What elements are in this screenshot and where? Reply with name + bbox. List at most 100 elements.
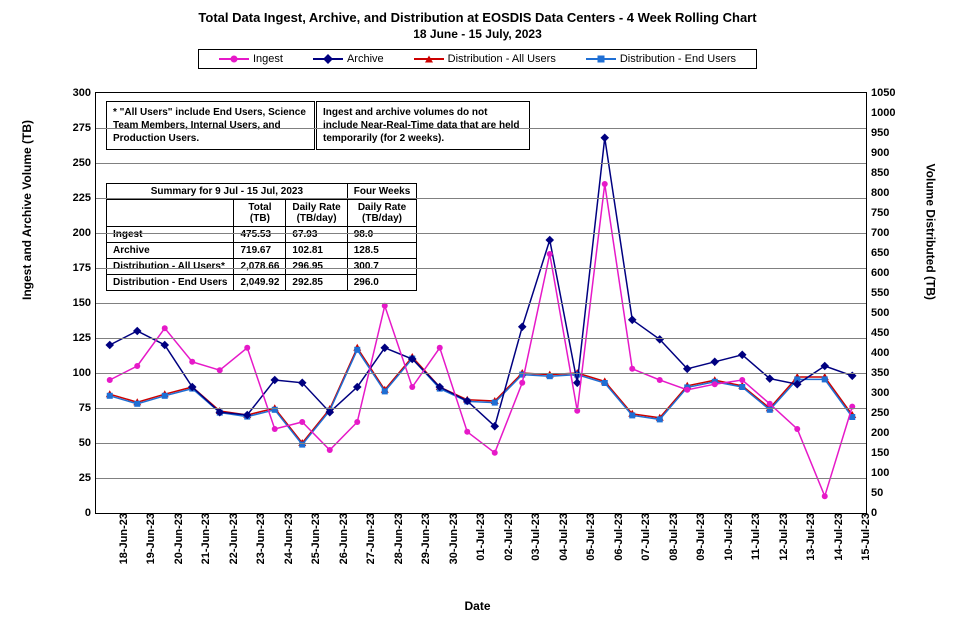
y-right-tick: 700 <box>866 227 889 239</box>
y-left-tick: 250 <box>73 157 96 169</box>
summary-row-total: 2,049.92 <box>234 275 286 291</box>
legend-ingest: Ingest <box>219 53 283 65</box>
chart-container: Total Data Ingest, Archive, and Distribu… <box>10 10 945 621</box>
x-tick: 10-Jul-23 <box>721 513 735 561</box>
legend-archive-label: Archive <box>347 53 384 65</box>
y-left-tick: 100 <box>73 367 96 379</box>
summary-col-4wk-daily: Daily Rate(TB/day) <box>347 200 417 227</box>
x-tick: 08-Jul-23 <box>666 513 680 561</box>
y-right-tick: 1000 <box>866 107 895 119</box>
summary-row-daily: 296.95 <box>286 259 347 275</box>
note-all-users: * "All Users" include End Users, Science… <box>106 101 315 150</box>
x-tick: 03-Jul-23 <box>528 513 542 561</box>
x-tick: 14-Jul-23 <box>831 513 845 561</box>
y-left-tick: 75 <box>79 402 96 414</box>
x-tick: 07-Jul-23 <box>638 513 652 561</box>
y-left-tick: 275 <box>73 122 96 134</box>
legend-dist-end-label: Distribution - End Users <box>620 53 736 65</box>
x-tick: 29-Jun-23 <box>418 513 432 564</box>
x-tick: 23-Jun-23 <box>253 513 267 564</box>
plot-area: * "All Users" include End Users, Science… <box>95 92 867 514</box>
y-right-tick: 400 <box>866 347 889 359</box>
legend-archive: Archive <box>313 53 384 65</box>
y-right-tick: 350 <box>866 367 889 379</box>
summary-row-label: Distribution - All Users* <box>107 259 234 275</box>
y-right-tick: 750 <box>866 207 889 219</box>
y-axis-right-label: Volume Distributed (TB) <box>923 164 937 300</box>
x-axis-label: Date <box>464 599 490 613</box>
y-left-tick: 125 <box>73 332 96 344</box>
legend-dist-all: Distribution - All Users <box>414 53 556 65</box>
y-left-tick: 175 <box>73 262 96 274</box>
y-right-tick: 800 <box>866 187 889 199</box>
y-left-tick: 300 <box>73 87 96 99</box>
x-tick: 21-Jun-23 <box>198 513 212 564</box>
y-right-tick: 500 <box>866 307 889 319</box>
summary-row-label: Ingest <box>107 227 234 243</box>
y-right-tick: 150 <box>866 447 889 459</box>
y-right-tick: 200 <box>866 427 889 439</box>
y-left-tick: 225 <box>73 192 96 204</box>
y-left-tick: 0 <box>85 507 96 519</box>
chart-title: Total Data Ingest, Archive, and Distribu… <box>10 10 945 25</box>
x-tick: 19-Jun-23 <box>143 513 157 564</box>
x-tick: 30-Jun-23 <box>446 513 460 564</box>
x-tick: 27-Jun-23 <box>363 513 377 564</box>
note-nrt: Ingest and archive volumes do not includ… <box>316 101 530 150</box>
x-tick: 18-Jun-23 <box>116 513 130 564</box>
summary-row-total: 719.67 <box>234 243 286 259</box>
x-tick: 25-Jun-23 <box>308 513 322 564</box>
summary-row-4wk: 128.5 <box>347 243 417 259</box>
legend-dist-all-label: Distribution - All Users <box>448 53 556 65</box>
summary-row-daily: 292.85 <box>286 275 347 291</box>
y-right-tick: 600 <box>866 267 889 279</box>
legend-ingest-label: Ingest <box>253 53 283 65</box>
legend: Ingest Archive Distribution - All Users … <box>198 49 757 69</box>
summary-table: Summary for 9 Jul - 15 Jul, 2023 Four We… <box>106 183 417 291</box>
x-tick: 01-Jul-23 <box>473 513 487 561</box>
x-tick: 15-Jul-23 <box>858 513 872 561</box>
y-right-tick: 250 <box>866 407 889 419</box>
summary-row-total: 475.53 <box>234 227 286 243</box>
x-tick: 20-Jun-23 <box>171 513 185 564</box>
summary-col-total: Total(TB) <box>234 200 286 227</box>
summary-row-daily: 67.93 <box>286 227 347 243</box>
x-tick: 02-Jul-23 <box>501 513 515 561</box>
legend-dist-end: Distribution - End Users <box>586 53 736 65</box>
y-right-tick: 950 <box>866 127 889 139</box>
x-tick: 22-Jun-23 <box>226 513 240 564</box>
y-right-tick: 50 <box>866 487 883 499</box>
summary-row-label: Archive <box>107 243 234 259</box>
y-left-tick: 50 <box>79 437 96 449</box>
x-tick: 05-Jul-23 <box>583 513 597 561</box>
x-tick: 13-Jul-23 <box>803 513 817 561</box>
y-right-tick: 650 <box>866 247 889 259</box>
y-right-tick: 850 <box>866 167 889 179</box>
summary-row-4wk: 296.0 <box>347 275 417 291</box>
x-tick: 04-Jul-23 <box>556 513 570 561</box>
summary-row-4wk: 98.0 <box>347 227 417 243</box>
y-right-tick: 1050 <box>866 87 895 99</box>
x-tick: 06-Jul-23 <box>611 513 625 561</box>
x-tick: 28-Jun-23 <box>391 513 405 564</box>
y-right-tick: 100 <box>866 467 889 479</box>
x-tick: 12-Jul-23 <box>776 513 790 561</box>
y-right-tick: 900 <box>866 147 889 159</box>
chart-subtitle: 18 June - 15 July, 2023 <box>10 27 945 41</box>
summary-row-4wk: 300.7 <box>347 259 417 275</box>
x-tick: 24-Jun-23 <box>281 513 295 564</box>
x-tick: 26-Jun-23 <box>336 513 350 564</box>
y-left-tick: 150 <box>73 297 96 309</box>
summary-row-total: 2,078.66 <box>234 259 286 275</box>
x-tick: 09-Jul-23 <box>693 513 707 561</box>
y-axis-left-label: Ingest and Archive Volume (TB) <box>20 120 34 300</box>
y-right-tick: 300 <box>866 387 889 399</box>
summary-row-label: Distribution - End Users <box>107 275 234 291</box>
y-right-tick: 450 <box>866 327 889 339</box>
x-tick: 11-Jul-23 <box>748 513 762 560</box>
summary-row-daily: 102.81 <box>286 243 347 259</box>
y-left-tick: 200 <box>73 227 96 239</box>
y-right-tick: 550 <box>866 287 889 299</box>
y-left-tick: 25 <box>79 472 96 484</box>
summary-col-daily: Daily Rate(TB/day) <box>286 200 347 227</box>
